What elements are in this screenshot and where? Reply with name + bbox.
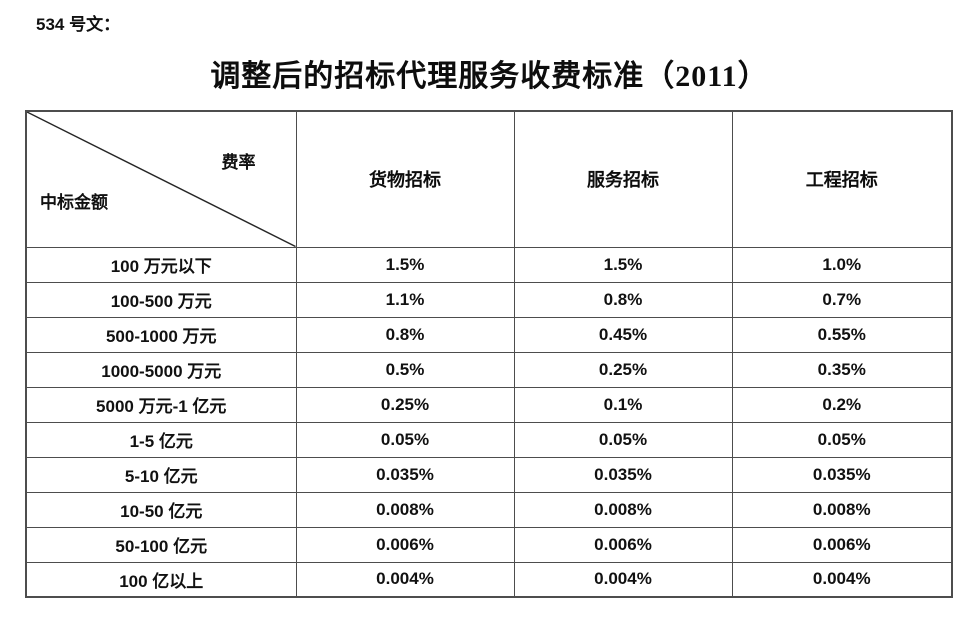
rate-value: 0.25% — [513, 351, 733, 388]
table-row: 50-100 亿元 0.006% 0.006% 0.006% — [25, 526, 953, 563]
rate-value: 0.45% — [513, 316, 733, 353]
document-number-label: 534 号文： — [36, 15, 121, 34]
rate-value: 0.05% — [513, 421, 733, 458]
rate-value: 0.35% — [731, 351, 953, 388]
rate-value: 1.0% — [731, 246, 953, 283]
column-header-goods-bidding: 货物招标 — [295, 110, 515, 248]
rate-value: 0.004% — [513, 561, 733, 598]
rate-value: 0.035% — [295, 456, 515, 493]
table-row: 5000 万元-1 亿元 0.25% 0.1% 0.2% — [25, 386, 953, 423]
table-row: 100 亿以上 0.004% 0.004% 0.004% — [25, 561, 953, 598]
table-row: 5-10 亿元 0.035% 0.035% 0.035% — [25, 456, 953, 493]
page-title: 调整后的招标代理服务收费标准（2011） — [210, 60, 769, 93]
corner-label-rate: 费率 — [221, 153, 256, 172]
rate-value: 0.8% — [295, 316, 515, 353]
rate-value: 0.25% — [295, 386, 515, 423]
rate-value: 0.004% — [295, 561, 515, 598]
fee-rate-table: 费率 中标金额 货物招标 服务招标 工程招标 100 万元以下 1.5% 1.5… — [25, 110, 953, 598]
rate-value: 0.008% — [513, 491, 733, 528]
corner-label-bid-amount: 中标金额 — [40, 192, 108, 212]
rate-value: 0.7% — [731, 281, 953, 318]
row-label: 5-10 亿元 — [25, 456, 297, 493]
diagonal-corner-cell: 费率 中标金额 — [25, 110, 297, 248]
row-label: 100 亿以上 — [25, 561, 297, 598]
rate-value: 0.5% — [295, 351, 515, 388]
column-header-service-bidding: 服务招标 — [513, 110, 733, 248]
rate-value: 1.5% — [295, 246, 515, 283]
row-label: 50-100 亿元 — [25, 526, 297, 563]
rate-value: 0.035% — [513, 456, 733, 493]
rate-value: 1.5% — [513, 246, 733, 283]
rate-value: 0.035% — [731, 456, 953, 493]
diagonal-divider-line — [27, 112, 296, 247]
rate-value: 0.008% — [295, 491, 515, 528]
rate-value: 0.1% — [513, 386, 733, 423]
row-label: 5000 万元-1 亿元 — [25, 386, 297, 423]
table-row: 1000-5000 万元 0.5% 0.25% 0.35% — [25, 351, 953, 388]
rate-value: 0.004% — [731, 561, 953, 598]
rate-value: 1.1% — [295, 281, 515, 318]
rate-value: 0.55% — [731, 316, 953, 353]
row-label: 500-1000 万元 — [25, 316, 297, 353]
rate-value: 0.006% — [731, 526, 953, 563]
row-label: 100 万元以下 — [25, 246, 297, 283]
rate-value: 0.05% — [731, 421, 953, 458]
rate-value: 0.2% — [731, 386, 953, 423]
table-row: 10-50 亿元 0.008% 0.008% 0.008% — [25, 491, 953, 528]
rate-value: 0.006% — [513, 526, 733, 563]
row-label: 1-5 亿元 — [25, 421, 297, 458]
table-row: 500-1000 万元 0.8% 0.45% 0.55% — [25, 316, 953, 353]
row-label: 100-500 万元 — [25, 281, 297, 318]
rate-value: 0.008% — [731, 491, 953, 528]
rate-value: 0.006% — [295, 526, 515, 563]
rate-value: 0.8% — [513, 281, 733, 318]
table-row: 1-5 亿元 0.05% 0.05% 0.05% — [25, 421, 953, 458]
table-header-row: 费率 中标金额 货物招标 服务招标 工程招标 — [25, 110, 953, 248]
table-row: 100-500 万元 1.1% 0.8% 0.7% — [25, 281, 953, 318]
column-header-engineering-bidding: 工程招标 — [731, 110, 953, 248]
row-label: 10-50 亿元 — [25, 491, 297, 528]
row-label: 1000-5000 万元 — [25, 351, 297, 388]
rate-value: 0.05% — [295, 421, 515, 458]
table-row: 100 万元以下 1.5% 1.5% 1.0% — [25, 246, 953, 283]
